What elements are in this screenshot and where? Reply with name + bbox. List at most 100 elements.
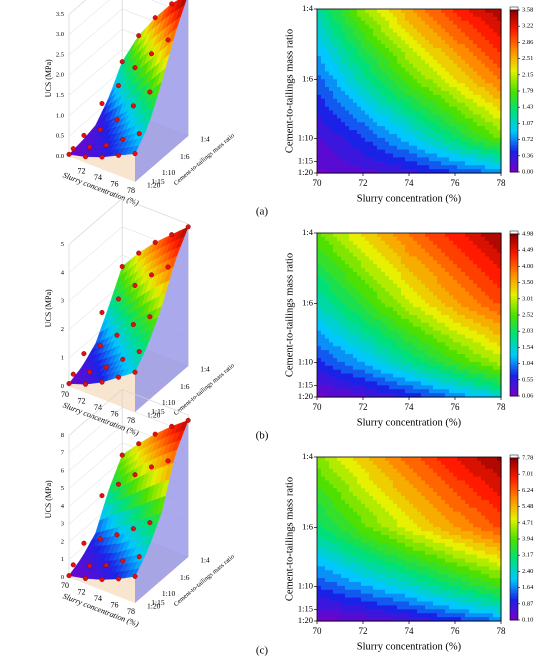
contour-cell xyxy=(325,457,330,462)
contour-cell xyxy=(457,326,462,332)
contour-cell xyxy=(425,275,430,281)
contour-cell xyxy=(473,279,478,285)
contour-cell xyxy=(321,393,326,398)
contour-cell xyxy=(405,322,410,328)
contour-cell xyxy=(393,233,398,238)
contour-cell xyxy=(377,361,382,367)
contour-cell xyxy=(485,149,490,155)
contour-cell xyxy=(317,578,322,583)
contour-cell xyxy=(377,102,382,108)
contour-cell xyxy=(357,377,362,382)
contour-cell xyxy=(361,307,366,312)
contour-cell xyxy=(437,318,442,324)
contour-cell xyxy=(453,393,458,398)
contour-cell xyxy=(377,393,382,398)
contour-cell xyxy=(417,106,422,112)
contour-cell xyxy=(345,272,350,277)
contour-cell xyxy=(481,71,486,76)
contour-cell xyxy=(321,609,326,614)
contour-cell xyxy=(425,67,430,73)
contour-cell xyxy=(321,165,326,170)
colorbar-segment xyxy=(510,80,518,84)
contour-cell xyxy=(325,601,330,606)
contour-cell xyxy=(349,377,354,382)
contour-cell xyxy=(421,51,426,57)
contour-cell xyxy=(481,299,486,304)
y-tick-label: 1:4 xyxy=(302,227,314,237)
contour-cell xyxy=(317,130,322,135)
contour-cell xyxy=(457,161,462,166)
contour-cell xyxy=(477,157,482,162)
contour-cell xyxy=(357,36,362,41)
contour-cell xyxy=(325,574,330,579)
contour-cell xyxy=(481,334,486,340)
contour-cell xyxy=(433,385,438,390)
data-marker xyxy=(165,264,171,270)
contour-cell xyxy=(389,307,394,312)
contour-cell xyxy=(433,283,438,289)
contour-cell xyxy=(401,236,406,242)
contour-cell xyxy=(465,287,470,293)
contour-cell xyxy=(485,350,490,355)
contour-cell xyxy=(377,287,382,293)
contour-cell xyxy=(473,393,478,398)
contour-cell xyxy=(409,311,414,316)
contour-cell xyxy=(317,373,322,379)
contour-cell xyxy=(321,145,326,151)
contour-cell xyxy=(441,303,446,308)
contour-cell xyxy=(413,40,418,45)
contour-cell xyxy=(325,539,330,544)
contour-cell xyxy=(361,236,366,242)
contour-cell xyxy=(329,122,334,127)
contour-cell xyxy=(317,609,322,614)
contour-cell xyxy=(417,248,422,254)
contour-cell xyxy=(421,346,426,351)
contour-cell xyxy=(401,102,406,108)
contour-cell xyxy=(465,299,470,304)
contour-cell xyxy=(393,311,398,316)
contour-cell xyxy=(397,275,402,281)
contour-cell xyxy=(405,283,410,289)
contour-cell xyxy=(461,106,466,112)
contour-cell xyxy=(373,20,378,26)
contour-cell xyxy=(453,357,458,363)
contour-cell xyxy=(477,79,482,84)
contour-cell xyxy=(357,122,362,127)
contour-cell xyxy=(433,272,438,277)
y-tick-label: 1:15 xyxy=(151,177,165,186)
contour-cell xyxy=(377,91,382,96)
contour-cell xyxy=(481,149,486,155)
contour-cell xyxy=(417,299,422,304)
contour-cell xyxy=(409,256,414,261)
contour-cell xyxy=(485,153,490,158)
data-marker xyxy=(115,576,121,582)
contour-cell xyxy=(401,110,406,116)
contour-cell xyxy=(353,75,358,80)
contour-cell xyxy=(357,303,362,308)
contour-cell xyxy=(337,94,342,100)
contour-cell xyxy=(477,20,482,26)
contour-cell xyxy=(481,338,486,343)
contour-cell xyxy=(481,256,486,261)
contour-cell xyxy=(337,141,342,147)
contour-cell xyxy=(449,55,454,61)
contour-cell xyxy=(493,283,498,289)
contour-cell xyxy=(493,28,498,34)
colorbar-tick-label: 4.98 xyxy=(522,230,533,237)
contour-cell xyxy=(457,381,462,386)
contour-cell xyxy=(341,357,346,363)
contour-cell xyxy=(473,373,478,379)
contour-cell xyxy=(409,291,414,297)
contour-cell xyxy=(481,369,486,375)
contour-cell xyxy=(497,264,502,269)
contour-cell xyxy=(365,311,370,316)
contour-cell xyxy=(473,334,478,340)
contour-cell xyxy=(429,165,434,170)
contour-cell xyxy=(401,365,406,371)
contour-cell xyxy=(365,233,370,238)
contour-cell xyxy=(481,67,486,73)
contour-cell xyxy=(389,326,394,332)
contour-cell xyxy=(437,354,442,359)
contour-cell xyxy=(337,40,342,45)
contour-cell xyxy=(329,233,334,238)
